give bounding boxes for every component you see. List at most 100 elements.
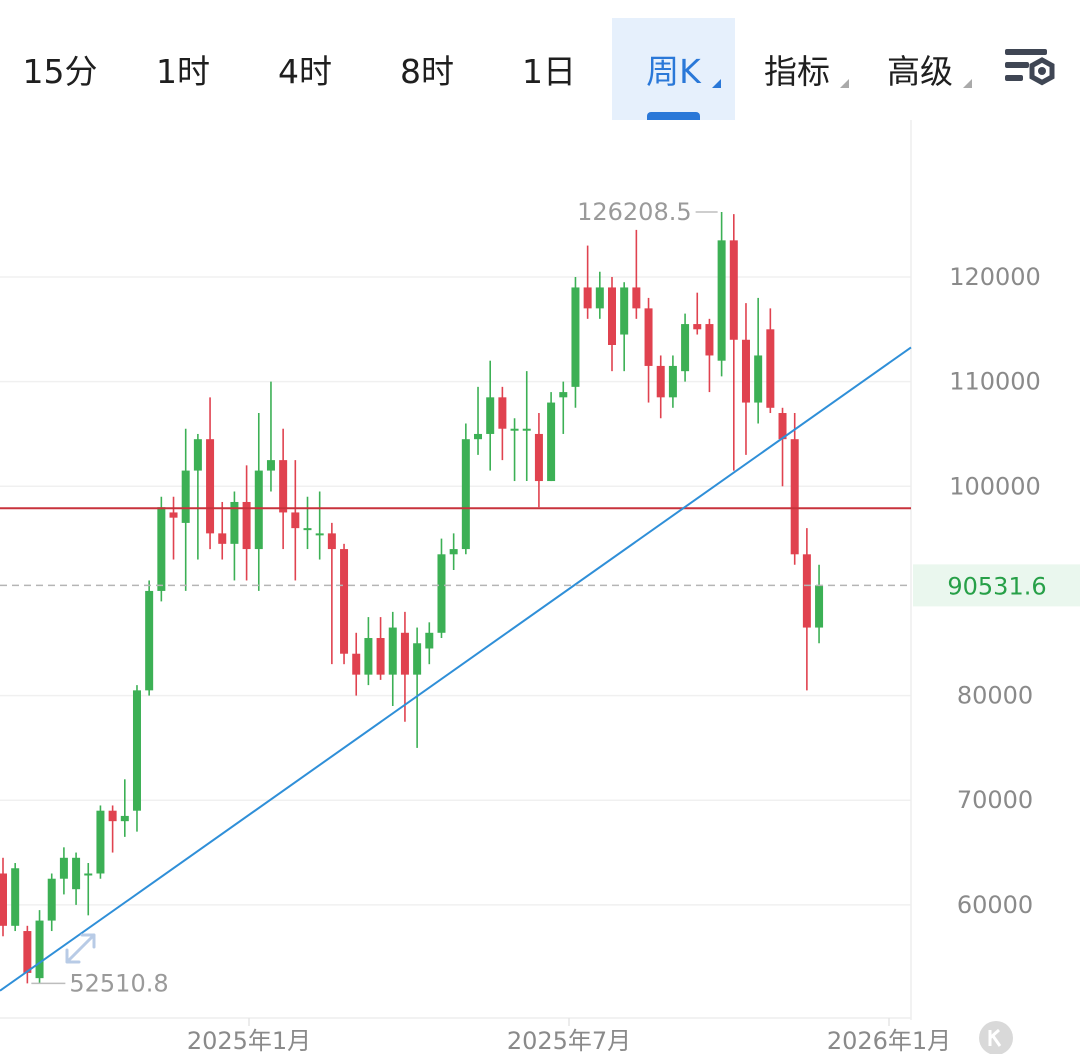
- candle-body: [583, 287, 592, 309]
- candle-body: [266, 460, 275, 471]
- candle-body: [279, 460, 288, 513]
- candle-body: [534, 433, 543, 482]
- candle-body: [741, 339, 750, 403]
- trend-line: [0, 346, 912, 992]
- candle-body: [400, 632, 409, 675]
- active-tab-indicator: [647, 112, 700, 120]
- tab-15min[interactable]: 15分: [0, 18, 120, 120]
- candle-body: [474, 433, 483, 440]
- candle-body: [181, 470, 190, 523]
- tab-label: 4时: [278, 52, 332, 91]
- low-price-label: 52510.8: [69, 969, 168, 997]
- chart-settings-icon[interactable]: [1000, 40, 1058, 98]
- candle-body: [23, 931, 32, 973]
- candle-body: [449, 549, 458, 555]
- candle-body: [498, 397, 507, 429]
- candle-body: [571, 287, 580, 387]
- candle-body: [656, 365, 665, 398]
- tab-label: 1日: [522, 52, 576, 91]
- candle-body: [72, 857, 81, 890]
- dropdown-caret-icon: [840, 79, 849, 88]
- dropdown-caret-icon: [712, 79, 721, 88]
- candle-body: [230, 501, 239, 544]
- y-axis-tick-label: 60000: [957, 891, 1033, 919]
- candle-body: [169, 512, 178, 518]
- candle-body: [510, 428, 519, 431]
- current-price-label: 90531.6: [947, 572, 1046, 600]
- candle-body: [790, 439, 799, 555]
- y-axis-tick-label: 110000: [949, 368, 1041, 396]
- candle-body: [559, 392, 568, 398]
- candle-body: [303, 528, 312, 531]
- tab-label: 8时: [400, 52, 454, 91]
- x-axis-tick-label: 2025年7月: [507, 1027, 631, 1054]
- candles-layer: [0, 212, 824, 984]
- high-price-label: 126208.5: [577, 198, 692, 226]
- candle-body: [254, 470, 263, 550]
- candle-body: [632, 287, 641, 309]
- candle-body: [729, 240, 738, 340]
- candle-body: [47, 878, 56, 921]
- tab-label: 指标: [764, 52, 830, 91]
- candle-body: [206, 439, 215, 534]
- candle-body: [315, 533, 324, 536]
- candle-body: [778, 413, 787, 440]
- candle-body: [388, 627, 397, 675]
- candle-body: [364, 638, 373, 675]
- interval-tab-bar: 15分 1时 4时 8时 1日 周K 指标 高级: [0, 0, 1080, 120]
- candle-body: [595, 287, 604, 309]
- candle-body: [681, 324, 690, 372]
- axis-labels-layer: 60000 70000 80000 100000 110000 120000 90531.6…: [31, 198, 1080, 1054]
- candle-body: [108, 810, 117, 822]
- candle-body: [327, 533, 336, 550]
- y-axis-tick-label: 70000: [957, 786, 1033, 814]
- x-axis-tick-label: 2025年1月: [187, 1027, 311, 1054]
- candle-body: [132, 690, 141, 811]
- tab-label: 高级: [887, 52, 953, 91]
- candle-body: [693, 324, 702, 330]
- candle-body: [802, 554, 811, 628]
- x-axis-tick-label: 2026年1月: [827, 1027, 951, 1054]
- candle-body: [352, 653, 361, 675]
- candle-body: [815, 585, 824, 628]
- candle-body: [461, 439, 470, 550]
- candle-body: [59, 857, 68, 879]
- candle-body: [620, 287, 629, 335]
- tab-weekly-k[interactable]: 周K: [612, 18, 735, 120]
- candle-body: [11, 868, 20, 926]
- candle-body: [413, 643, 422, 675]
- candle-body: [145, 590, 154, 691]
- candle-body: [242, 501, 251, 550]
- candle-body: [705, 324, 714, 356]
- tab-advanced[interactable]: 高级: [860, 18, 980, 120]
- candle-body: [644, 308, 653, 366]
- candlestick-chart[interactable]: 60000 70000 80000 100000 110000 120000 90531.6…: [0, 120, 1080, 1054]
- candle-body: [754, 355, 763, 403]
- candle-body: [291, 512, 300, 529]
- tab-label: 周K: [646, 52, 701, 91]
- expand-chart-icon[interactable]: [65, 933, 96, 964]
- k-badge-icon[interactable]: [979, 1021, 1013, 1054]
- tab-4h[interactable]: 4时: [244, 18, 366, 120]
- candle-body: [218, 533, 227, 544]
- candle-body: [0, 873, 7, 926]
- tab-1h[interactable]: 1时: [122, 18, 244, 120]
- tab-1d[interactable]: 1日: [488, 18, 610, 120]
- dropdown-caret-icon: [963, 79, 972, 88]
- candle-body: [608, 287, 616, 345]
- candle-body: [340, 549, 349, 654]
- candle-body: [437, 554, 446, 633]
- tab-8h[interactable]: 8时: [366, 18, 488, 120]
- drawing-lines-layer: [0, 346, 912, 992]
- candle-body: [522, 428, 531, 431]
- candle-body: [84, 873, 93, 876]
- candle-body: [766, 329, 775, 408]
- candle-body: [96, 810, 105, 874]
- candle-body: [35, 920, 44, 979]
- candle-body: [193, 439, 202, 471]
- candle-body: [425, 632, 434, 649]
- tab-indicators[interactable]: 指标: [737, 18, 857, 120]
- current-price-badge: [913, 564, 1080, 607]
- candle-body: [157, 507, 166, 591]
- y-axis-tick-label: 80000: [957, 682, 1033, 710]
